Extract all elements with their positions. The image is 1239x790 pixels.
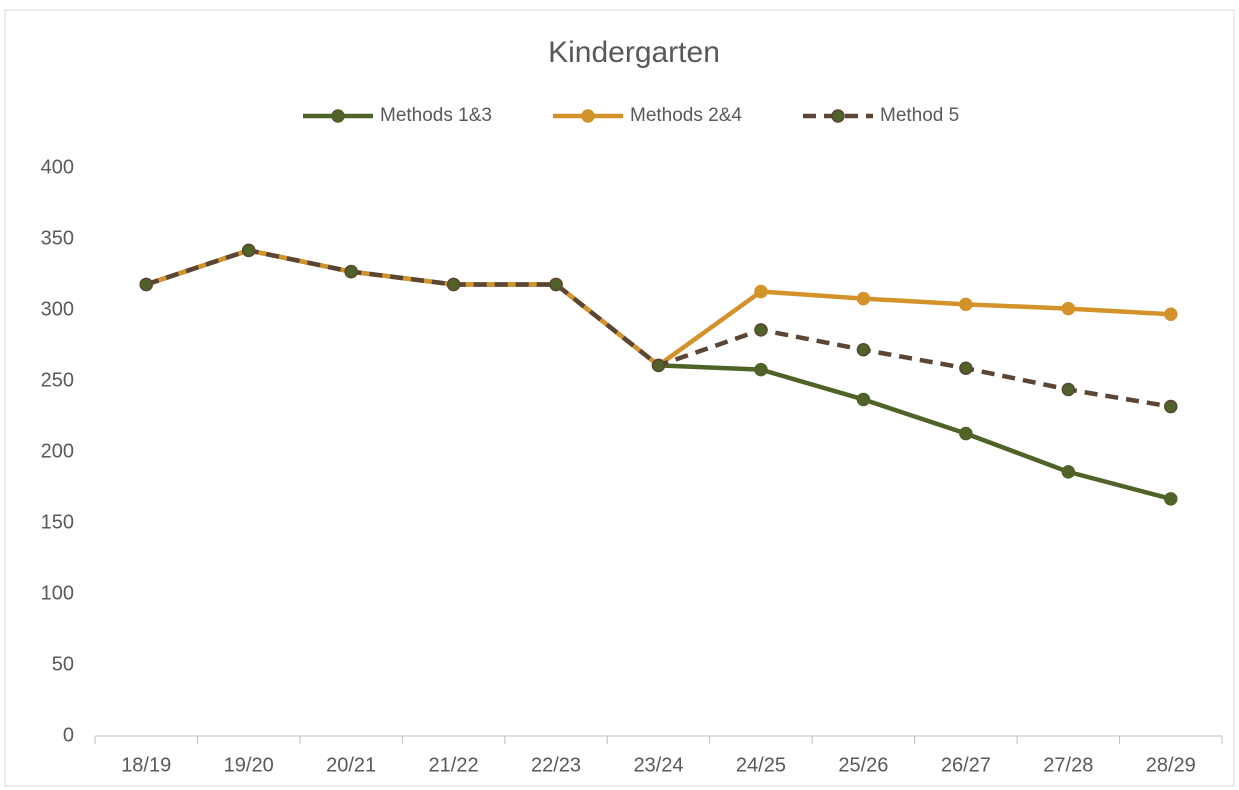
x-tick-label: 21/22: [429, 754, 479, 776]
point: [856, 392, 871, 407]
point: [1061, 301, 1076, 316]
point: [856, 343, 871, 357]
chart-border: [4, 9, 1235, 787]
legend-label: Methods 2&4: [630, 105, 742, 126]
legend-marker: [831, 109, 845, 123]
point: [754, 284, 768, 299]
y-tick-label: 0: [63, 724, 74, 746]
point: [446, 277, 461, 292]
y-tick-label: 100: [41, 582, 74, 604]
point: [344, 264, 358, 279]
point: [856, 291, 871, 306]
point: [959, 361, 973, 375]
point: [959, 297, 973, 312]
y-tick-label: 250: [41, 369, 74, 391]
point: [241, 243, 256, 258]
legend-marker: [331, 109, 345, 123]
point: [139, 277, 153, 292]
y-tick-label: 300: [41, 298, 74, 320]
legend-label: Methods 1&3: [380, 105, 492, 126]
point: [754, 323, 768, 337]
x-tick-label: 18/19: [121, 754, 171, 776]
point: [754, 362, 768, 377]
y-tick-label: 50: [52, 653, 74, 675]
legend-label: Method 5: [880, 105, 959, 126]
y-tick-label: 200: [41, 440, 74, 462]
point: [959, 426, 973, 441]
x-tick-label: 27/28: [1043, 754, 1093, 776]
x-tick-label: 26/27: [941, 754, 991, 776]
point: [1061, 382, 1076, 397]
point: [651, 358, 666, 373]
legend-marker: [581, 109, 595, 123]
x-tick-label: 25/26: [838, 754, 888, 776]
y-tick-label: 150: [41, 511, 74, 533]
y-tick-label: 400: [41, 156, 74, 178]
y-tick-label: 350: [41, 227, 74, 249]
point: [1164, 399, 1178, 414]
x-tick-label: 23/24: [633, 754, 683, 776]
x-tick-label: 24/25: [736, 754, 786, 776]
point: [549, 277, 563, 292]
chart-title: Kindergarten: [548, 36, 720, 69]
x-tick-label: 22/23: [531, 754, 581, 776]
x-tick-label: 28/29: [1146, 754, 1196, 776]
x-tick-label: 19/20: [224, 754, 274, 776]
point: [1164, 307, 1178, 322]
point: [1061, 465, 1076, 479]
x-tick-label: 20/21: [326, 754, 376, 776]
point: [1164, 492, 1178, 506]
